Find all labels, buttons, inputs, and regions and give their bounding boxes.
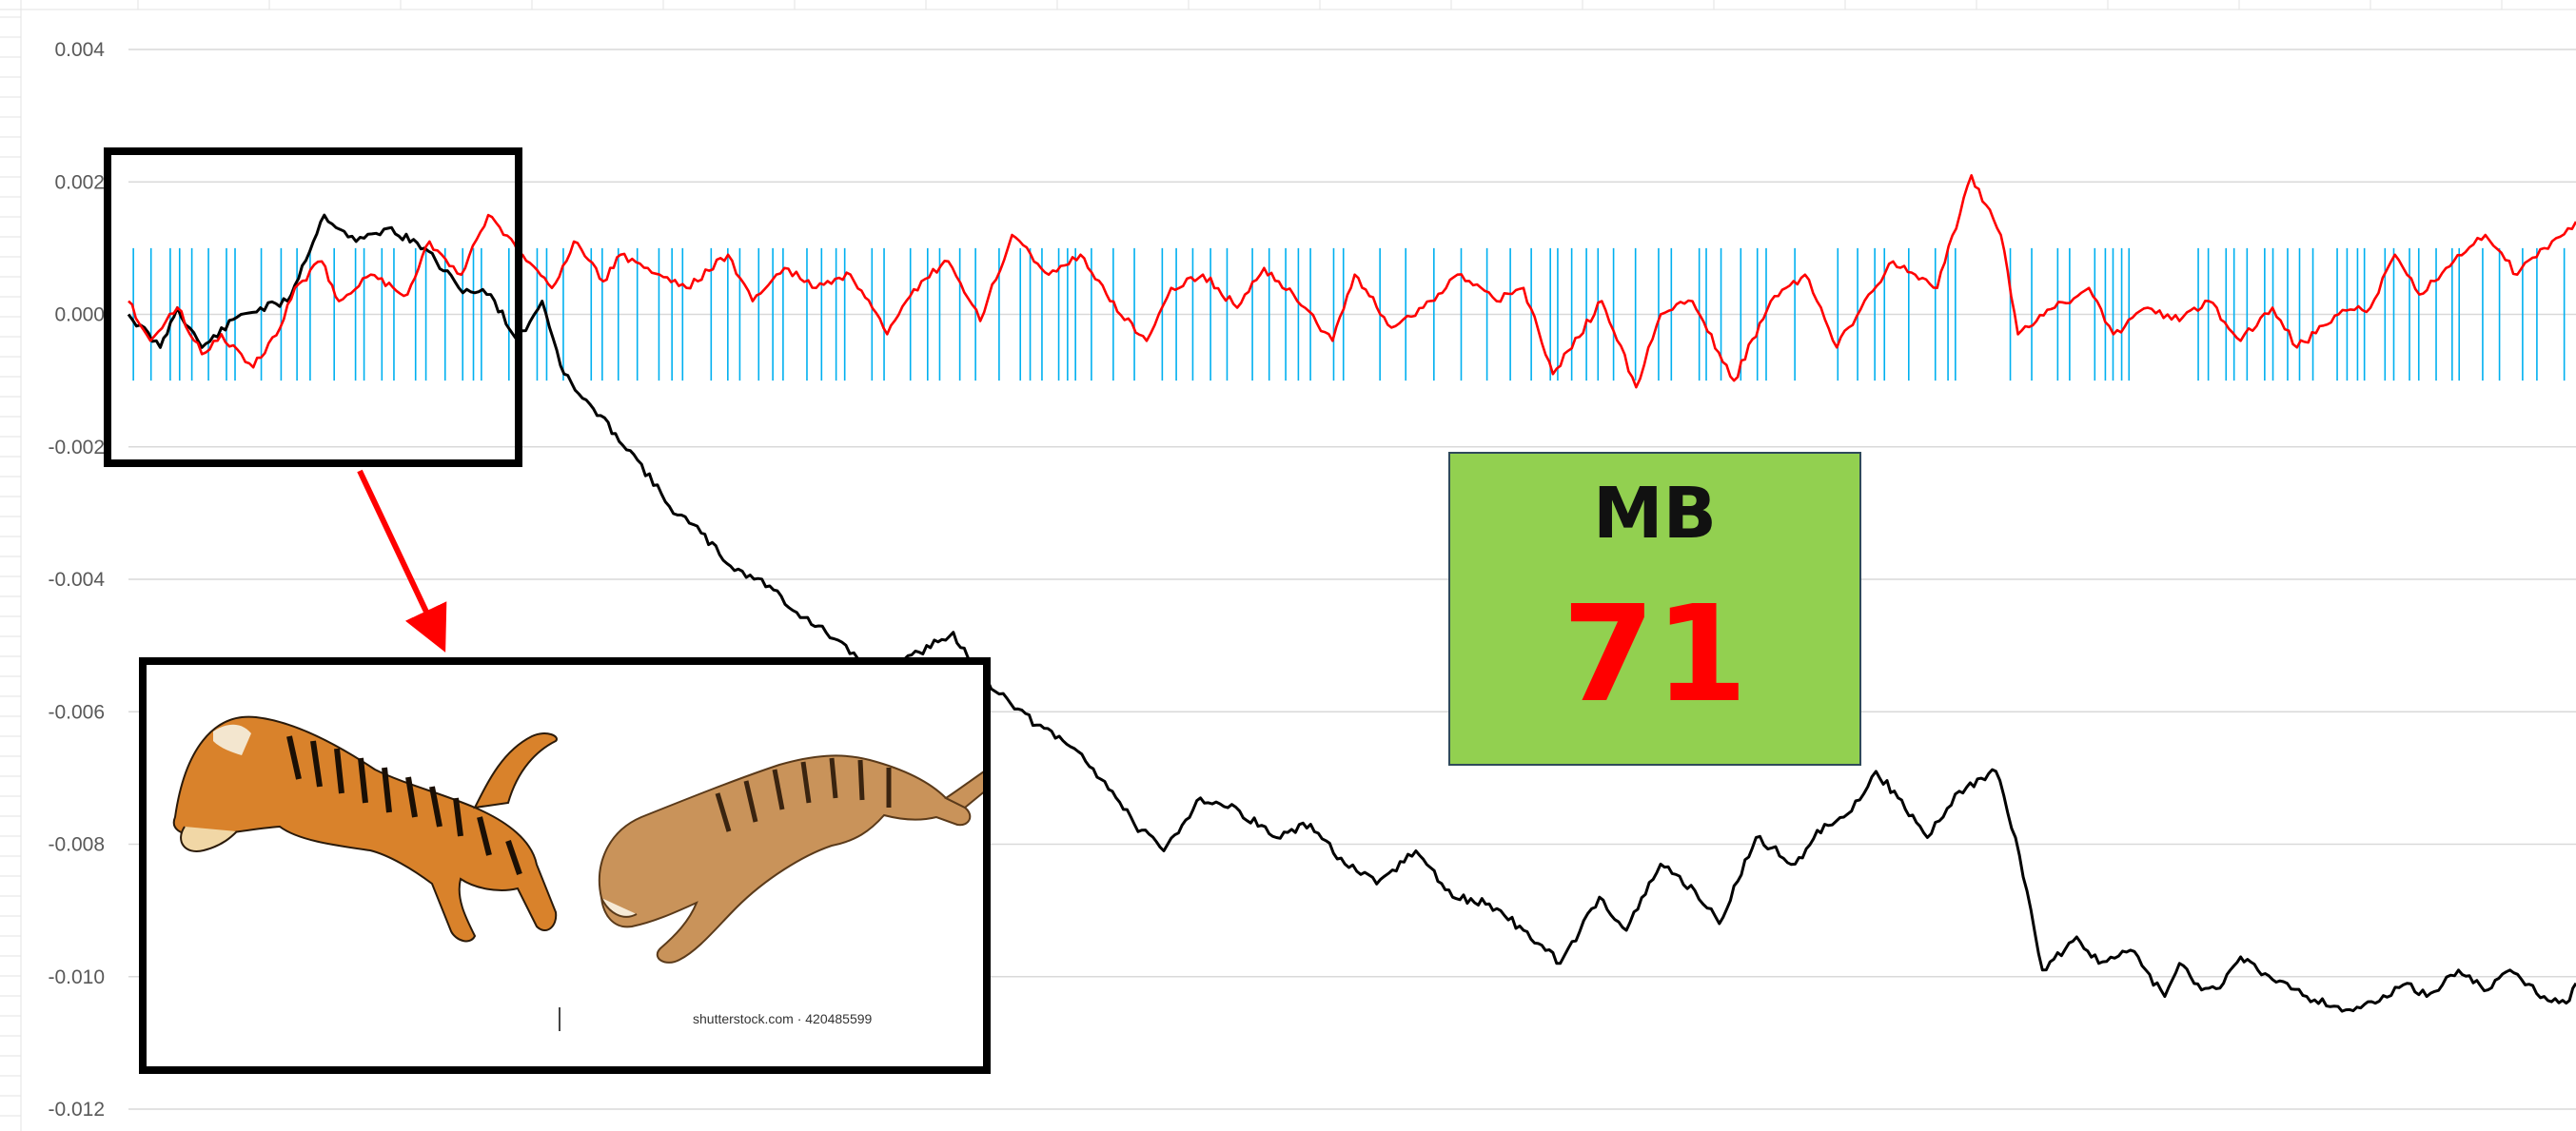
tiger-pale-picture <box>598 754 983 964</box>
y-tick-label: 0.002 <box>54 171 105 193</box>
black-line-series <box>127 213 2576 1013</box>
mb-score-box: MB 71 <box>1448 452 1861 766</box>
image-credit: shutterstock.com · 420485599 <box>693 1011 873 1026</box>
y-tick-label: -0.002 <box>48 437 105 458</box>
y-tick-label: -0.006 <box>48 701 105 723</box>
y-tick-label: 0.000 <box>54 304 105 326</box>
callout-arrow <box>357 469 447 653</box>
y-tick-label: -0.012 <box>48 1099 105 1121</box>
tiger-image-panel: shutterstock.com · 420485599 <box>139 657 991 1074</box>
y-tick-label: -0.010 <box>48 966 105 988</box>
tiger-striped-picture <box>172 715 558 943</box>
red-line-series <box>128 174 2576 389</box>
y-tick-label: -0.008 <box>48 834 105 856</box>
y-tick-label: -0.004 <box>48 569 105 591</box>
tiger-illustrations <box>172 715 983 1031</box>
mb-label: MB <box>1592 473 1718 555</box>
highlight-box <box>104 147 522 467</box>
y-tick-label: 0.004 <box>54 39 105 61</box>
mb-value: 71 <box>1562 577 1748 732</box>
